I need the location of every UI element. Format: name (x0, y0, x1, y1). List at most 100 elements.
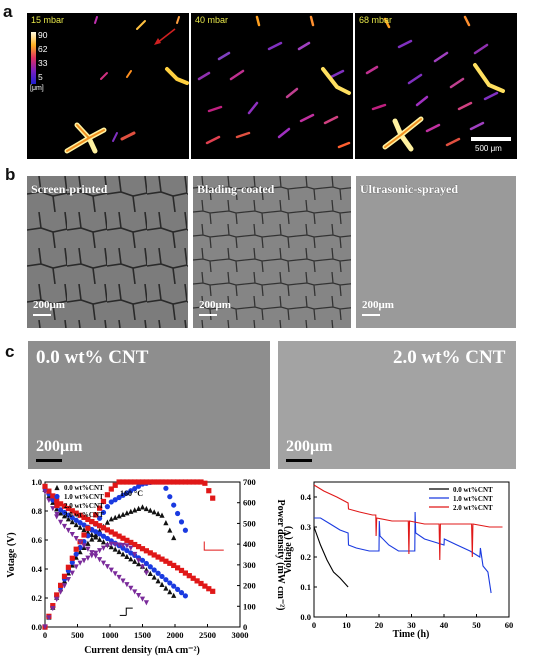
data-point (147, 507, 153, 513)
data-point (112, 531, 118, 537)
data-point (124, 553, 130, 559)
data-point (58, 501, 64, 507)
data-point (54, 506, 60, 512)
data-point (61, 513, 68, 519)
data-point (171, 502, 177, 508)
data-point (167, 479, 173, 485)
data-point (81, 532, 87, 538)
legend-entry: 1.0 wt%CNT (64, 493, 104, 501)
data-point (210, 495, 216, 501)
data-point (124, 479, 130, 485)
x-tick-label: 0 (312, 620, 316, 630)
sem-image-screen-printed: Screen-printed 200μm (27, 176, 188, 328)
x-axis-label: Current density (mA cm⁻²) (84, 645, 200, 656)
data-point (77, 560, 83, 566)
data-point (85, 529, 91, 535)
panel-b-label: b (5, 165, 16, 184)
legend-entry: 1.0 wt%CNT (453, 495, 493, 503)
data-point (147, 564, 153, 570)
data-point (50, 606, 56, 612)
colorbar-tick: 33 (38, 58, 48, 68)
data-point (182, 570, 188, 576)
legend-entry: 3.0 wt%CNT (64, 511, 104, 519)
data-point (85, 516, 91, 523)
data-point (151, 567, 157, 573)
data-point (151, 509, 157, 515)
scale-bar-label: 200μm (36, 438, 83, 455)
x-tick-label: 2000 (167, 630, 184, 640)
data-point (97, 523, 103, 529)
data-point (61, 583, 68, 589)
data-point (163, 585, 169, 591)
y2-tick-label: 200 (243, 581, 256, 591)
sem-label-0-cnt: 0.0 wt% CNT (36, 347, 149, 368)
data-point (116, 548, 122, 555)
data-point (112, 546, 118, 552)
data-point (54, 493, 60, 500)
y-tick-label: 0.0 (31, 622, 42, 632)
colorbar-ticks: 90 62 33 5 (38, 28, 47, 84)
legend-entry: 2.0 wt%CNT (64, 502, 104, 510)
data-point (104, 492, 110, 498)
data-point (77, 539, 83, 545)
data-point (58, 589, 64, 595)
data-point (159, 556, 165, 562)
y-tick-label: 0.1 (300, 582, 311, 592)
data-point (58, 582, 64, 588)
data-point (100, 539, 107, 545)
sem-label-ultrasonic-sprayed: Ultrasonic-sprayed (360, 182, 458, 196)
data-point (104, 535, 110, 542)
data-point (155, 510, 161, 517)
data-point (108, 516, 114, 522)
data-point (136, 544, 142, 550)
data-point (100, 498, 107, 505)
data-point (89, 536, 95, 542)
data-point (65, 564, 71, 570)
data-point (85, 546, 91, 552)
y-tick-label: 0.2 (31, 593, 42, 603)
stability-chart: 0 10 20 30 40 50 60 0.0 0.1 0.2 0.3 0.4 0.0 wt%CNT1… (284, 481, 513, 640)
data-point (194, 578, 200, 584)
data-point (206, 488, 212, 494)
sem-label-blading-coated: Blading-coated (197, 182, 275, 196)
data-point (171, 562, 177, 569)
pore-map-3-plot (365, 15, 511, 152)
data-point (124, 582, 130, 588)
data-point (58, 510, 64, 516)
data-point (136, 561, 142, 567)
data-point (69, 515, 75, 521)
data-point (143, 570, 149, 576)
panel-a-label: a (3, 2, 13, 21)
series-group (42, 479, 216, 630)
data-point (73, 536, 79, 542)
colorbar-tick: 5 (38, 72, 43, 82)
sem-image-0-cnt: 0.0 wt% CNT 200μm (28, 341, 270, 469)
data-point (93, 512, 99, 518)
data-point (54, 498, 60, 504)
data-point (108, 541, 114, 547)
data-point (182, 593, 188, 599)
data-point (124, 537, 130, 543)
panel-c-label: c (5, 342, 15, 361)
data-point (139, 479, 146, 485)
data-point (178, 519, 185, 525)
data-point (136, 479, 142, 485)
data-point (93, 529, 99, 535)
pore-map-tile-2: 40 mbar (191, 13, 353, 159)
sem-image-2-cnt: 2.0 wt% CNT 200μm (278, 341, 516, 469)
data-point (97, 531, 103, 537)
data-point (155, 578, 161, 584)
data-point (128, 488, 134, 494)
data-point (108, 486, 114, 492)
data-point (175, 510, 181, 517)
sem-image-blading-coated: Blading-coated 200μm (193, 176, 351, 328)
data-point (171, 534, 177, 541)
data-point (175, 479, 181, 485)
colorbar-tick: 90 (38, 30, 48, 40)
colorbar (31, 32, 36, 84)
data-point (50, 603, 56, 609)
scale-bar-line (471, 137, 511, 141)
data-point (190, 479, 196, 485)
data-point (175, 565, 181, 571)
scale-bar-label: 200μm (199, 299, 231, 311)
